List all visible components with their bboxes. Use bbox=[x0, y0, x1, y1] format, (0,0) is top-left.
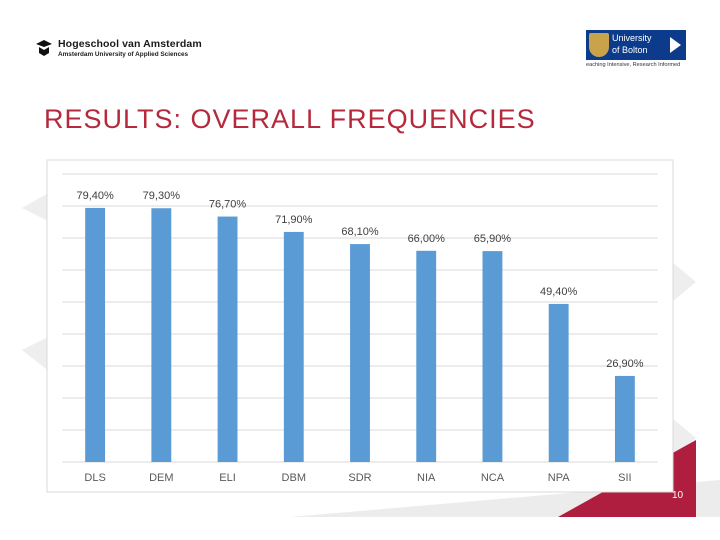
bar-nca bbox=[482, 251, 503, 462]
bar-dbm bbox=[283, 231, 304, 462]
tick-label-dbm: DBM bbox=[282, 472, 306, 484]
tick-label-npa: NPA bbox=[548, 472, 570, 484]
tick-label-nca: NCA bbox=[481, 472, 505, 484]
tick-label-dem: DEM bbox=[149, 472, 173, 484]
data-label-dls: 79,40% bbox=[76, 190, 114, 202]
page-number: 10 bbox=[672, 490, 684, 501]
hva-logo-icon bbox=[36, 40, 52, 56]
hva-logo: Hogeschool van Amsterdam Amsterdam Unive… bbox=[34, 36, 204, 62]
data-label-sii: 26,90% bbox=[606, 358, 644, 370]
bolton-name-line2: of Bolton bbox=[612, 45, 648, 55]
bar-eli bbox=[217, 216, 238, 462]
data-label-nca: 65,90% bbox=[474, 233, 512, 245]
bolton-crest-icon bbox=[589, 33, 609, 57]
bar-sii bbox=[614, 375, 635, 462]
tick-label-sii: SII bbox=[618, 472, 631, 484]
hva-name: Hogeschool van Amsterdam bbox=[58, 38, 202, 50]
bar-sdr bbox=[350, 244, 370, 462]
bolton-tagline: eaching Intensive, Research Informed bbox=[586, 62, 681, 68]
tick-label-sdr: SDR bbox=[348, 472, 371, 484]
bolton-badge: University of Bolton bbox=[586, 30, 686, 60]
bar-nia bbox=[416, 250, 437, 462]
slide-title: RESULTS: OVERALL FREQUENCIES bbox=[44, 104, 536, 134]
data-label-dem: 79,30% bbox=[143, 190, 181, 202]
bolton-name-line1: University bbox=[612, 33, 652, 43]
data-label-dbm: 71,90% bbox=[275, 214, 313, 226]
bar-npa bbox=[548, 303, 569, 462]
tick-label-nia: NIA bbox=[417, 472, 436, 484]
bar-dls bbox=[85, 207, 106, 462]
data-label-npa: 49,40% bbox=[540, 286, 578, 298]
data-label-nia: 66,00% bbox=[408, 233, 446, 245]
data-label-sdr: 68,10% bbox=[341, 226, 379, 238]
tick-label-eli: ELI bbox=[219, 472, 236, 484]
bolton-arrow-icon bbox=[670, 37, 681, 53]
hva-subtitle: Amsterdam University of Applied Sciences bbox=[58, 51, 189, 58]
bar-dem bbox=[151, 208, 172, 462]
bolton-logo: University of Bolton eaching Intensive, … bbox=[586, 30, 686, 72]
data-label-eli: 76,70% bbox=[209, 199, 247, 211]
tick-label-dls: DLS bbox=[84, 472, 105, 484]
